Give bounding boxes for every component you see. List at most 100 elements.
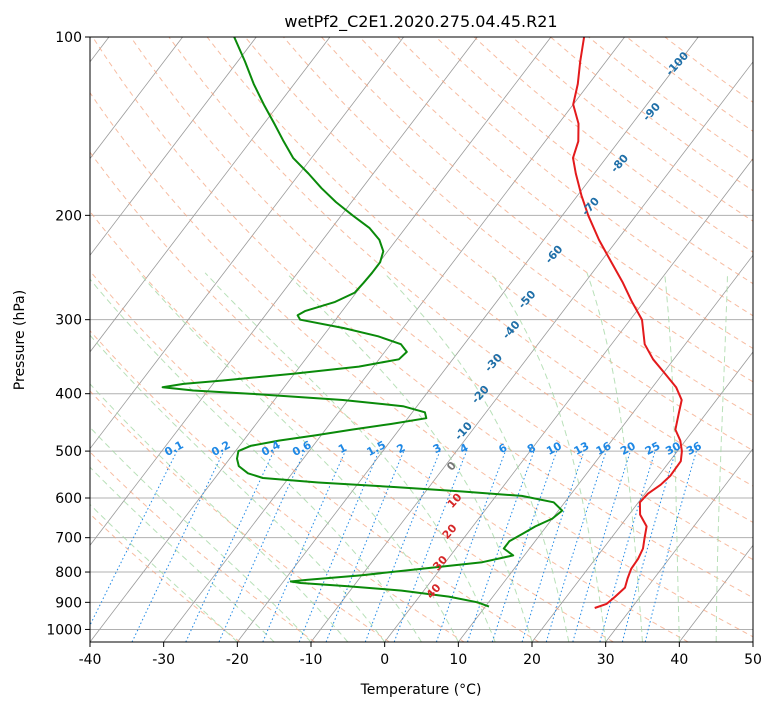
dry-adiabat-label: 30 — [430, 553, 450, 573]
y-axis-label: Pressure (hPa) — [12, 290, 28, 390]
x-tick-label: 20 — [523, 652, 541, 668]
dry-adiabat-label: -40 — [500, 318, 523, 342]
x-tick-label: -40 — [79, 652, 102, 668]
moist-adiabat-line — [90, 503, 238, 642]
isotherm-line — [310, 61, 753, 642]
y-tick-label: 400 — [55, 387, 82, 403]
mixing-ratio-line — [262, 450, 346, 642]
chart-title: wetPf2_C2E1.2020.275.04.45.R21 — [284, 12, 557, 32]
mixing-ratio-line — [621, 450, 677, 642]
line-labels: 0.1 0.2 0.4 0.6 1 1.5 2 3 4 6 8 10 13 16 20 25 30 36-100-… — [162, 49, 704, 601]
moist-adiabat-line — [90, 383, 349, 642]
isotherm-line — [90, 37, 552, 642]
dry-adiabat-label: 10 — [445, 490, 465, 510]
mixing-ratio-line — [435, 450, 506, 642]
mixing-ratio-line — [491, 450, 558, 642]
dry-adiabat-label: -50 — [516, 288, 539, 312]
isotherm-line — [237, 37, 699, 642]
isotherm-line — [458, 254, 753, 642]
moist-adiabat-line — [490, 272, 607, 642]
mixing-ratio-label: 1.5 — [365, 438, 388, 459]
y-tick-label: 1000 — [46, 622, 82, 638]
dry-adiabat-label: -100 — [663, 49, 691, 78]
x-tick-label: 0 — [380, 652, 389, 668]
y-tick-label: 600 — [55, 491, 82, 507]
dry-adiabat-line — [435, 37, 753, 285]
mixing-ratio-label: 0.6 — [290, 438, 314, 459]
moist-adiabat-line — [383, 272, 570, 642]
isotherm-line — [531, 351, 753, 642]
dry-adiabat-line — [90, 91, 753, 638]
dry-adiabat-line — [90, 513, 241, 642]
mixing-ratio-line — [90, 450, 178, 627]
dry-adiabat-label: 40 — [424, 581, 444, 601]
dry-adiabat-label: 20 — [440, 521, 460, 541]
mixing-ratio-label: 0.2 — [209, 438, 232, 459]
y-tick-label: 900 — [55, 595, 82, 611]
moist-adiabat-line — [586, 272, 643, 642]
plot-frame — [89, 36, 754, 643]
isotherm-line — [752, 641, 753, 642]
dry-adiabat-line — [321, 37, 753, 383]
mixing-ratio-line — [599, 450, 656, 642]
mixing-ratio-line — [185, 450, 275, 642]
dry-adiabat-line — [92, 37, 753, 599]
mixing-ratio-line — [521, 450, 585, 642]
dry-adiabat-line — [168, 37, 753, 523]
moist-adiabat-line — [90, 278, 422, 642]
dewpoint-profile-line — [161, 37, 564, 608]
isotherm-line — [679, 544, 753, 642]
isotherm-line — [90, 37, 183, 160]
dry-adiabat-line — [90, 390, 390, 642]
dry-adiabat-label: -60 — [543, 242, 566, 266]
mixing-ratio-label: 36 — [684, 439, 704, 458]
y-tick-label: 200 — [55, 208, 82, 224]
isotherm-line — [90, 37, 331, 353]
grid-layer — [90, 37, 753, 642]
y-axis: 100 200 300 400 500 600 700 800 900 1000 — [46, 30, 90, 638]
dry-adiabat-label: -20 — [469, 383, 492, 407]
plot-area — [161, 37, 683, 609]
x-axis-label: Temperature (°C) — [360, 682, 482, 698]
isotherm-line — [90, 37, 257, 256]
y-tick-label: 300 — [55, 313, 82, 329]
dry-adiabat-line — [90, 210, 614, 642]
isotherm-line — [90, 37, 478, 546]
isotherm-line — [605, 447, 753, 642]
mixing-ratio-line — [364, 450, 441, 642]
moist-adiabat-line — [90, 334, 386, 642]
x-tick-label: -20 — [226, 652, 249, 668]
isotherm-line — [163, 37, 625, 642]
mixing-ratio-line — [325, 450, 405, 642]
mixing-ratio-line — [644, 450, 697, 642]
mixing-ratio-label: 10 — [544, 439, 564, 458]
moist-adiabat-line — [285, 272, 533, 642]
moist-adiabat-line — [715, 272, 729, 642]
dry-adiabat-line — [90, 329, 465, 642]
dry-adiabat-label: -80 — [608, 151, 631, 175]
mixing-ratio-label: 2 — [395, 441, 408, 456]
y-tick-label: 100 — [55, 30, 82, 46]
moist-adiabat-line — [664, 272, 680, 642]
temperature-profile-line — [572, 37, 683, 609]
x-tick-label: 40 — [670, 652, 688, 668]
x-tick-label: 30 — [597, 652, 615, 668]
mixing-ratio-label: 13 — [572, 439, 592, 458]
x-tick-label: 50 — [744, 652, 762, 668]
mixing-ratio-label: 4 — [458, 441, 471, 456]
mixing-ratio-label: 16 — [594, 439, 614, 458]
mixing-ratio-label: 3 — [431, 441, 444, 456]
mixing-ratio-label: 0.1 — [162, 438, 185, 459]
mixing-ratio-line — [572, 450, 631, 642]
mixing-ratio-line — [467, 450, 535, 642]
dry-adiabat-line — [664, 37, 753, 103]
y-tick-label: 500 — [55, 444, 82, 460]
moist-adiabat-line — [90, 466, 275, 642]
dry-adiabat-line — [397, 37, 753, 317]
dry-adiabat-line — [90, 451, 315, 642]
mixing-ratio-label: 30 — [663, 439, 683, 458]
x-axis: -40 -30 -20 -10 0 10 20 30 40 50 — [79, 642, 762, 668]
x-tick-label: -30 — [152, 652, 175, 668]
y-tick-label: 800 — [55, 565, 82, 581]
x-tick-label: -10 — [300, 652, 323, 668]
